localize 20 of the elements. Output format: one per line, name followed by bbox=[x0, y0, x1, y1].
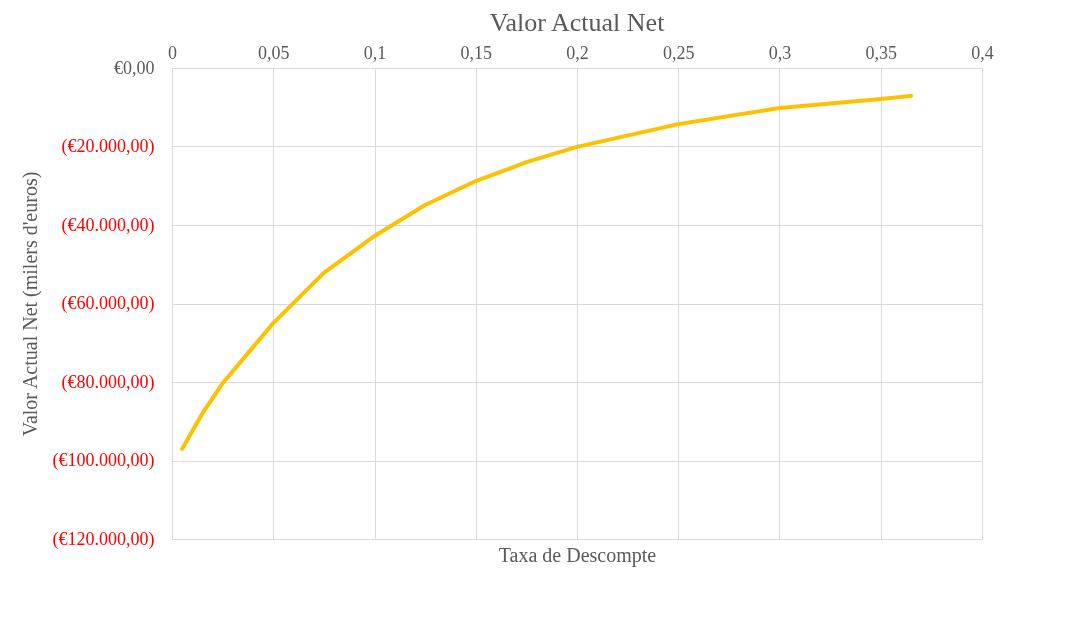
chart-title: Valor Actual Net bbox=[489, 8, 666, 37]
x-tick-label: 0,35 bbox=[865, 42, 897, 63]
y-tick-label: (€100.000,00) bbox=[52, 450, 155, 471]
x-tick-label: 0,05 bbox=[258, 42, 290, 63]
x-tick-label: 0,25 bbox=[663, 42, 695, 63]
x-tick-label: 0 bbox=[168, 42, 177, 63]
y-axis-title: Valor Actual Net (milers d'euros) bbox=[18, 171, 42, 437]
y-tick-label: (€120.000,00) bbox=[52, 528, 155, 550]
y-tick-label: (€20.000,00) bbox=[61, 136, 155, 157]
x-tick-label: 0,4 bbox=[971, 42, 994, 63]
x-tick-label: 0,1 bbox=[363, 42, 387, 63]
x-tick-label: 0,2 bbox=[566, 42, 589, 63]
x-tick-label: 0,15 bbox=[460, 42, 492, 63]
y-tick-label: (€40.000,00) bbox=[61, 214, 155, 236]
line-series bbox=[180, 93, 914, 451]
x-tick-label: 0,3 bbox=[768, 42, 792, 63]
y-tick-label: (€80.000,00) bbox=[61, 371, 155, 393]
y-tick-label: (€60.000,00) bbox=[61, 293, 155, 314]
x-axis-title: Taxa de Descompte bbox=[498, 543, 657, 567]
y-tick-label: €0,00 bbox=[114, 57, 155, 78]
